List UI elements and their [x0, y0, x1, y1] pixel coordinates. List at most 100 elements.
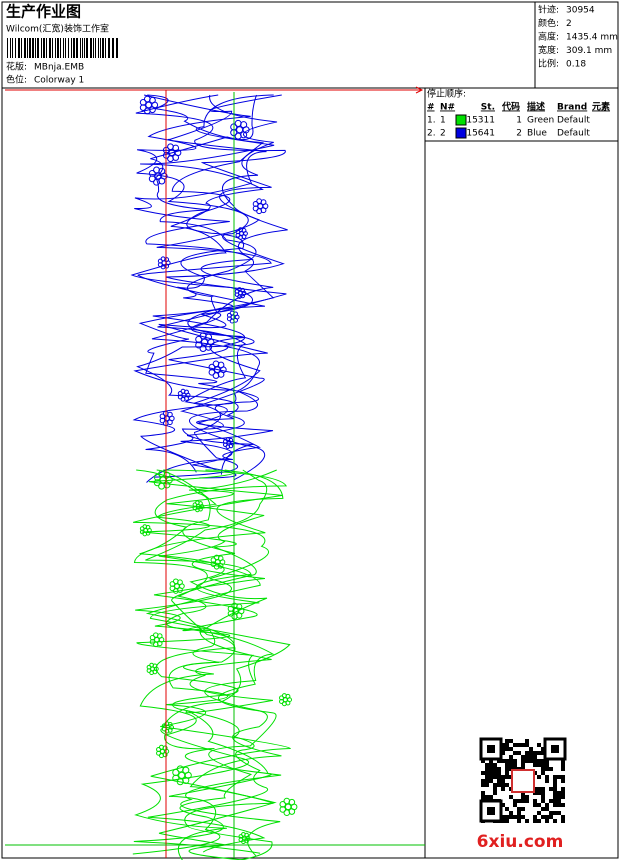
- petal: [167, 411, 173, 418]
- petal: [213, 564, 220, 570]
- qr-cell: [517, 743, 521, 747]
- qr-cell: [505, 771, 509, 775]
- qr-cell: [541, 787, 545, 791]
- qr-cell: [525, 795, 529, 799]
- qr-cell: [509, 759, 513, 763]
- qr-cell: [521, 755, 525, 759]
- qr-cell: [489, 771, 493, 775]
- stitch-line: [136, 94, 287, 478]
- bar-line: [82, 38, 83, 58]
- table-cell: 1: [516, 116, 522, 126]
- qr-cell: [509, 795, 513, 799]
- qr-cell: [513, 799, 517, 803]
- column-header: N#: [440, 103, 455, 113]
- stitch-line: [136, 94, 288, 473]
- bar-line: [24, 38, 26, 58]
- qr-cell: [557, 799, 561, 803]
- qr-cell: [533, 819, 537, 823]
- design: [130, 94, 298, 860]
- petal: [252, 201, 259, 207]
- qr-cell: [553, 783, 557, 787]
- qr-cell: [561, 795, 565, 799]
- column-header: 描述: [527, 101, 545, 113]
- bar-line: [49, 38, 51, 58]
- bar-line: [93, 38, 94, 58]
- qr-cell: [561, 767, 565, 771]
- petal: [169, 581, 176, 587]
- qr-cell: [537, 787, 541, 791]
- bar-line: [43, 38, 45, 58]
- qr-cell: [553, 775, 557, 779]
- table-cell: 2.: [427, 129, 436, 139]
- qr-cell: [497, 775, 501, 779]
- table-cell: 2: [440, 129, 446, 139]
- column-header: #: [427, 103, 435, 113]
- qr-cell: [549, 799, 553, 803]
- qr-cell: [505, 747, 509, 751]
- qr-cell: [509, 811, 513, 815]
- petal: [158, 482, 166, 490]
- qr-cell: [545, 763, 549, 767]
- qr-cell: [525, 739, 529, 743]
- petal: [227, 605, 234, 612]
- qr-cell: [537, 775, 541, 779]
- field-label: 色位:: [6, 74, 27, 86]
- table-cell: Green: [527, 116, 554, 126]
- qr-cell: [497, 771, 501, 775]
- qr-cell: [493, 791, 497, 795]
- bar-line: [105, 38, 106, 58]
- qr-cell: [541, 815, 545, 819]
- qr-cell: [485, 763, 489, 767]
- qr-cell: [501, 751, 505, 755]
- qr-cell: [553, 819, 557, 823]
- bar-line: [71, 38, 72, 58]
- bar-line: [76, 38, 78, 58]
- qr-cell: [549, 815, 553, 819]
- qr-cell: [481, 795, 485, 799]
- column-header: St.: [481, 103, 495, 113]
- qr-cell: [537, 811, 541, 815]
- qr-cell: [489, 763, 493, 767]
- column-header: 代码: [501, 101, 520, 113]
- qr-cell: [521, 815, 525, 819]
- qr-cell: [501, 783, 505, 787]
- bar-line: [102, 38, 104, 58]
- qr-cell: [553, 787, 557, 791]
- qr-cell: [561, 815, 565, 819]
- qr-cell: [525, 743, 529, 747]
- stitch-line: [150, 94, 265, 481]
- petal: [240, 287, 245, 293]
- qr-cell: [545, 775, 549, 779]
- bar-line: [73, 38, 75, 58]
- petal: [152, 663, 158, 669]
- stitch-line: [134, 94, 282, 475]
- qr-code: [479, 737, 567, 823]
- bar-line: [29, 38, 31, 58]
- qr-cell: [481, 791, 485, 795]
- stitch-line: [139, 469, 282, 857]
- petal: [288, 798, 296, 806]
- bar-line: [18, 38, 20, 58]
- qr-cell: [505, 743, 509, 747]
- qr-cell: [493, 767, 497, 771]
- qr-cell: [517, 819, 521, 823]
- qr-cell: [533, 815, 537, 819]
- bar-line: [12, 38, 13, 58]
- qr-cell: [557, 803, 561, 807]
- qr-cell: [545, 807, 549, 811]
- bar-line: [55, 38, 56, 58]
- petal: [148, 169, 156, 177]
- qr-cell: [493, 763, 497, 767]
- qr-cell: [541, 791, 545, 795]
- stitch-line: [135, 94, 286, 479]
- qr-cell: [513, 743, 517, 747]
- qr-cell: [497, 779, 501, 783]
- qr-finder-core: [551, 745, 559, 753]
- qr-cell: [485, 767, 489, 771]
- qr-cell: [529, 751, 533, 755]
- petal: [153, 178, 160, 186]
- qr-finder-core: [487, 807, 495, 815]
- qr-cell: [485, 775, 489, 779]
- qr-cell: [505, 819, 509, 823]
